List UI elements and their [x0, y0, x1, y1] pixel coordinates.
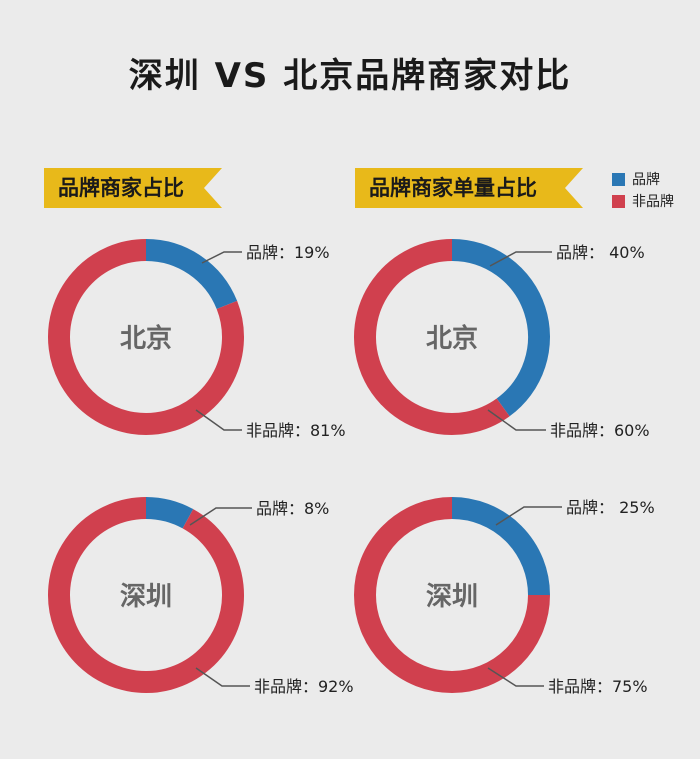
- donut-0-slice-brand: [145, 239, 238, 310]
- donut-3-slice-brand: [451, 497, 550, 596]
- donut-2-leader-1: [195, 667, 250, 687]
- donut-2-slice-brand: [145, 497, 194, 529]
- donut-3-label-nonbrand: 非品牌：75%: [548, 677, 648, 696]
- donut-3-leader-0: [495, 506, 562, 526]
- donut-2-label-nonbrand: 非品牌：92%: [254, 677, 354, 696]
- legend: 品牌 非品牌: [612, 168, 674, 212]
- legend-label-brand: 品牌: [632, 172, 660, 188]
- donut-2-label-brand: 品牌：8%: [256, 499, 329, 518]
- banner-order-share: 品牌商家单量占比: [355, 168, 583, 208]
- donut-1-slice-nonbrand: [354, 239, 510, 435]
- donut-0-center-label: 北京: [120, 323, 172, 354]
- donut-0-label-brand: 品牌：19%: [246, 243, 330, 262]
- donut-0-label-nonbrand: 非品牌：81%: [246, 421, 346, 440]
- legend-swatch-nonbrand: [612, 194, 625, 208]
- donut-2-slice-nonbrand: [48, 497, 244, 693]
- donut-1-slice-brand: [451, 239, 550, 417]
- legend-item-nonbrand: 非品牌: [612, 190, 674, 212]
- donut-3-center-label: 深圳: [426, 582, 478, 612]
- donut-2-center-label: 深圳: [120, 582, 172, 612]
- donut-1-leader-1: [487, 409, 546, 431]
- legend-swatch-brand: [612, 172, 625, 186]
- donut-3-leader-1: [487, 667, 544, 687]
- page-title: 深圳 VS 北京品牌商家对比: [128, 56, 572, 96]
- donut-0-leader-0: [201, 251, 242, 264]
- legend-item-brand: 品牌: [612, 168, 674, 190]
- donut-3-slice-nonbrand: [354, 497, 550, 693]
- donut-1-center-label: 北京: [426, 323, 478, 354]
- donut-0-slice-nonbrand: [48, 239, 244, 435]
- donut-2-leader-0: [189, 507, 252, 526]
- donut-1-label-brand: 品牌： 40%: [556, 243, 645, 262]
- legend-label-nonbrand: 非品牌: [632, 194, 674, 210]
- donut-0-leader-1: [195, 409, 242, 431]
- donut-3-label-brand: 品牌： 25%: [566, 498, 655, 517]
- donut-1-leader-0: [489, 251, 552, 267]
- donut-1-label-nonbrand: 非品牌：60%: [550, 421, 650, 440]
- banner-merchant-share: 品牌商家占比: [44, 168, 222, 208]
